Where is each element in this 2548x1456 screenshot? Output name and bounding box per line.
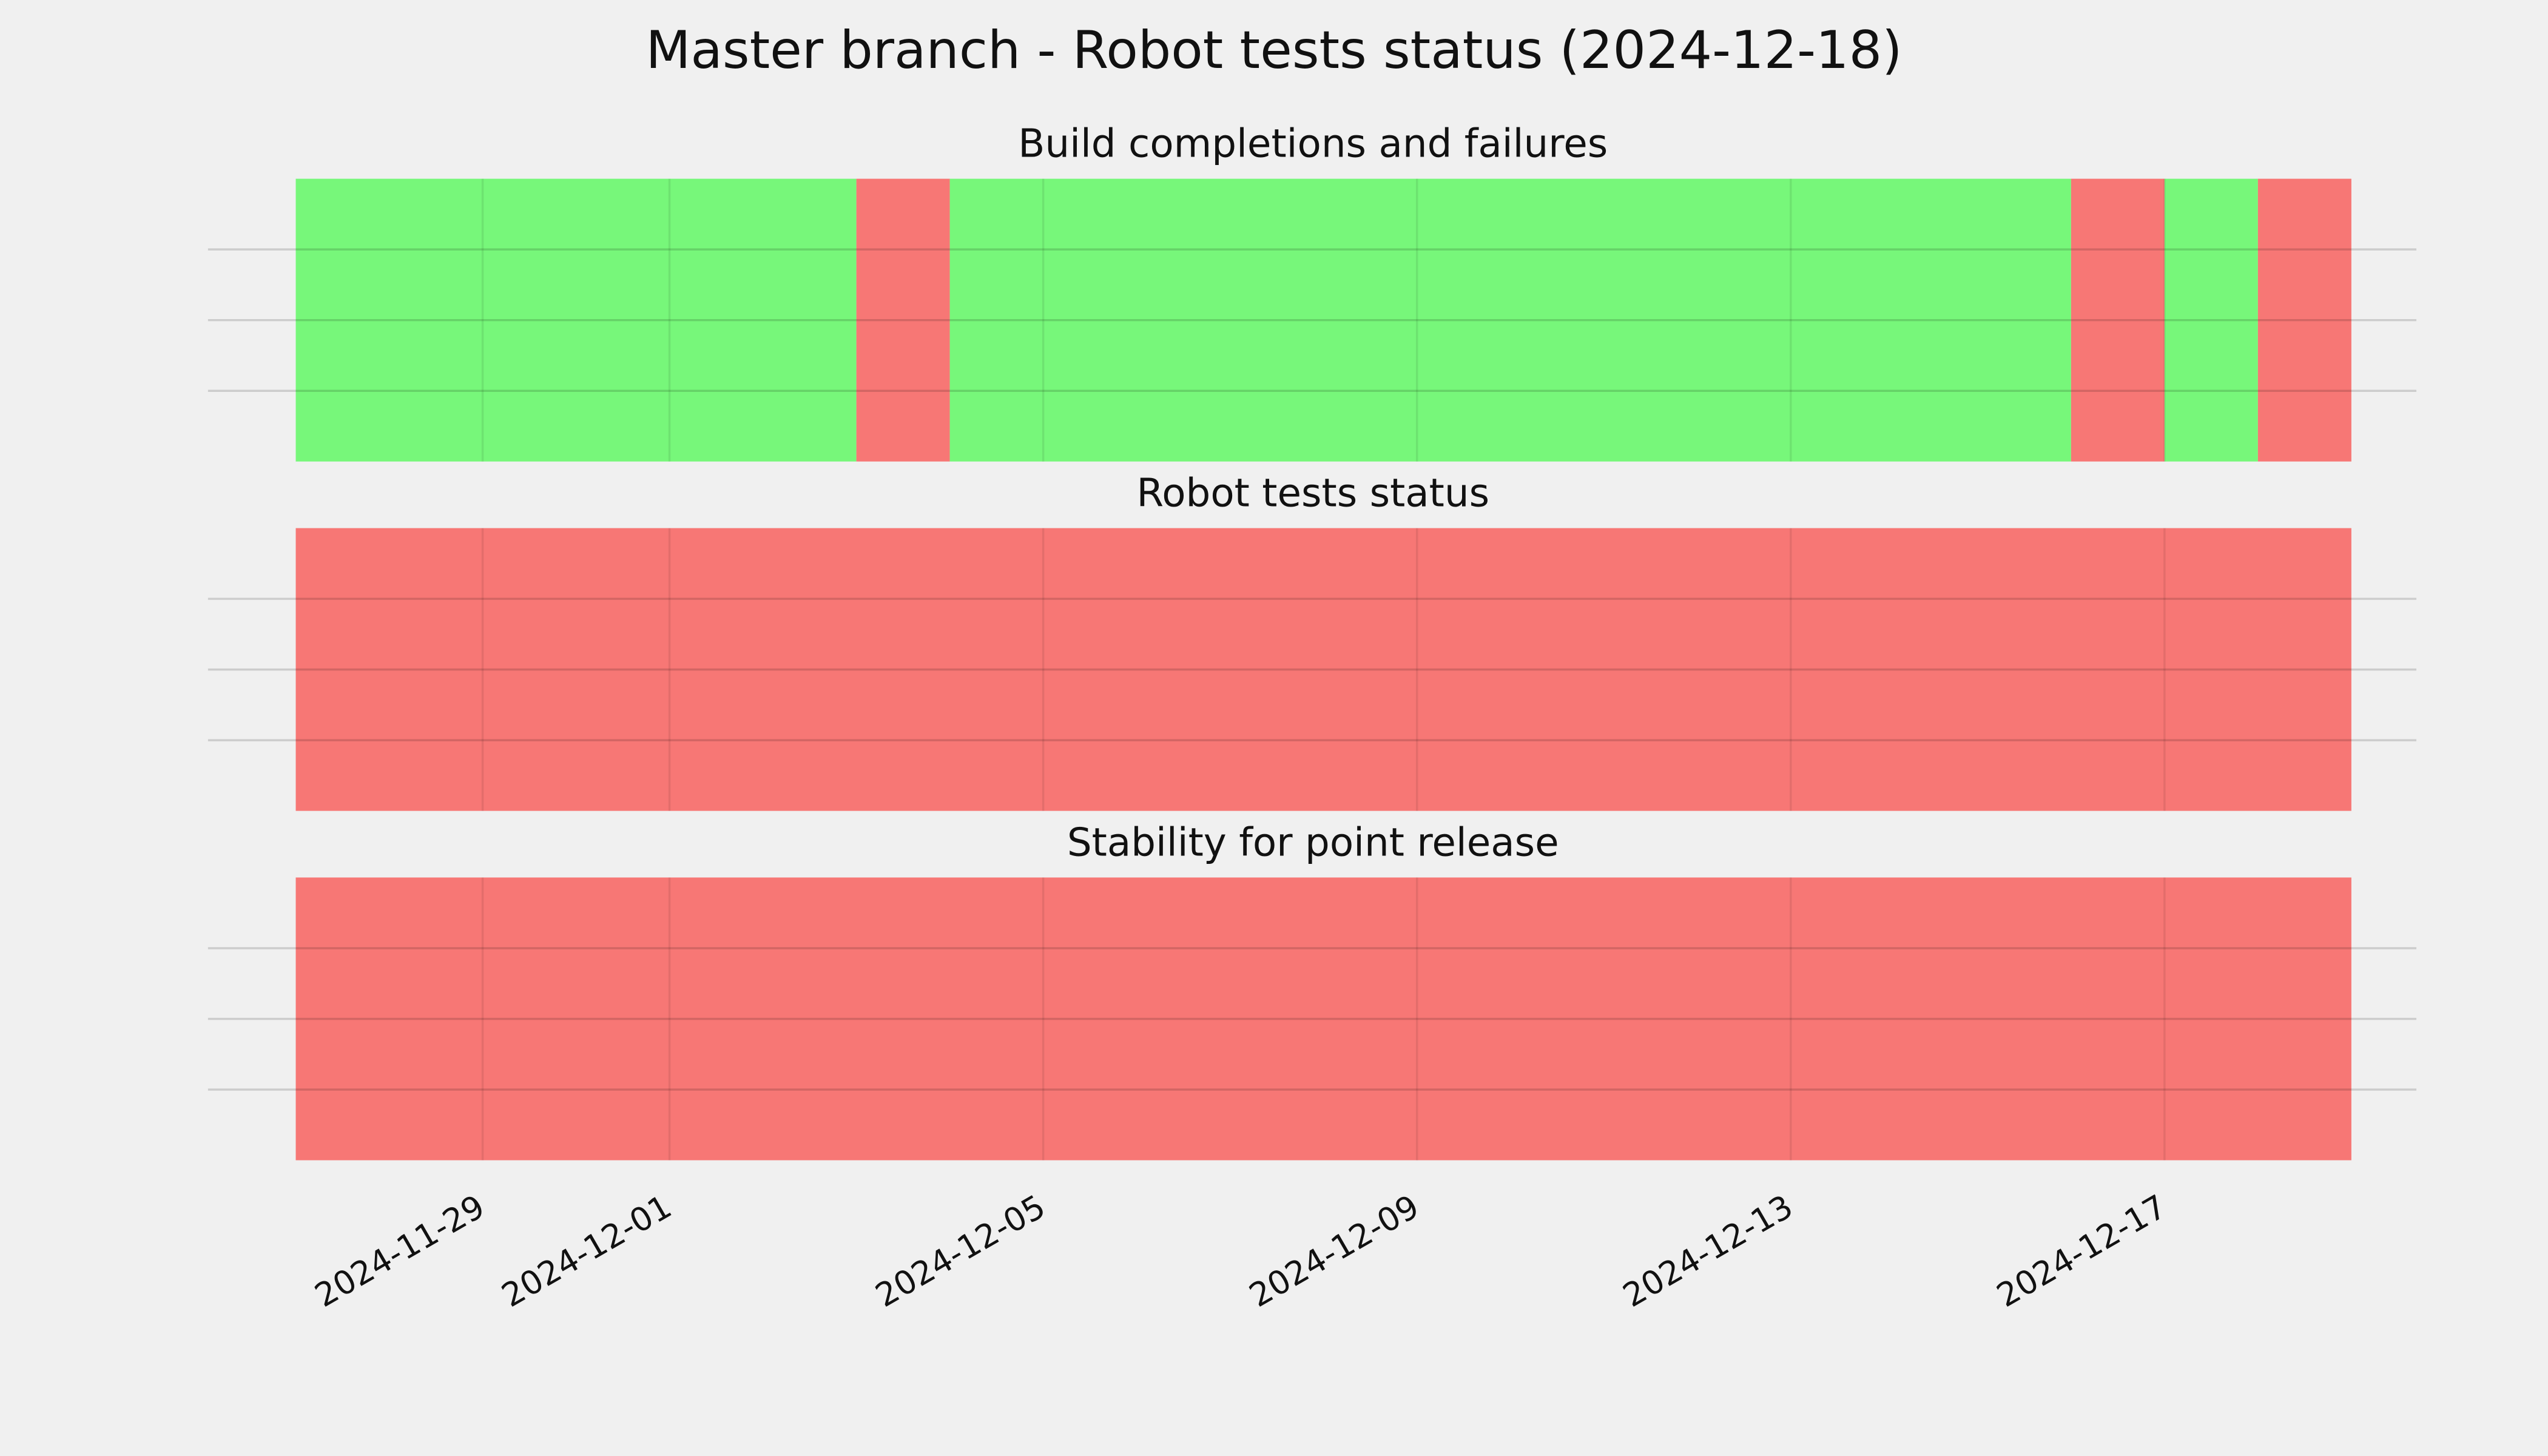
panel-title: Stability for point release [1067, 820, 1559, 865]
status-segment [949, 178, 2071, 462]
status-segment [856, 178, 950, 462]
status-segment [2164, 178, 2258, 462]
status-segment [295, 877, 2351, 1161]
status-segment [2071, 178, 2165, 462]
panel-title: Robot tests status [1136, 471, 1489, 516]
chart-title: Master branch - Robot tests status (2024… [645, 20, 1902, 81]
panel-title: Build completions and failures [1018, 121, 1608, 167]
status-segment [2257, 178, 2351, 462]
status-segment [295, 178, 857, 462]
status-segment [295, 528, 2351, 811]
